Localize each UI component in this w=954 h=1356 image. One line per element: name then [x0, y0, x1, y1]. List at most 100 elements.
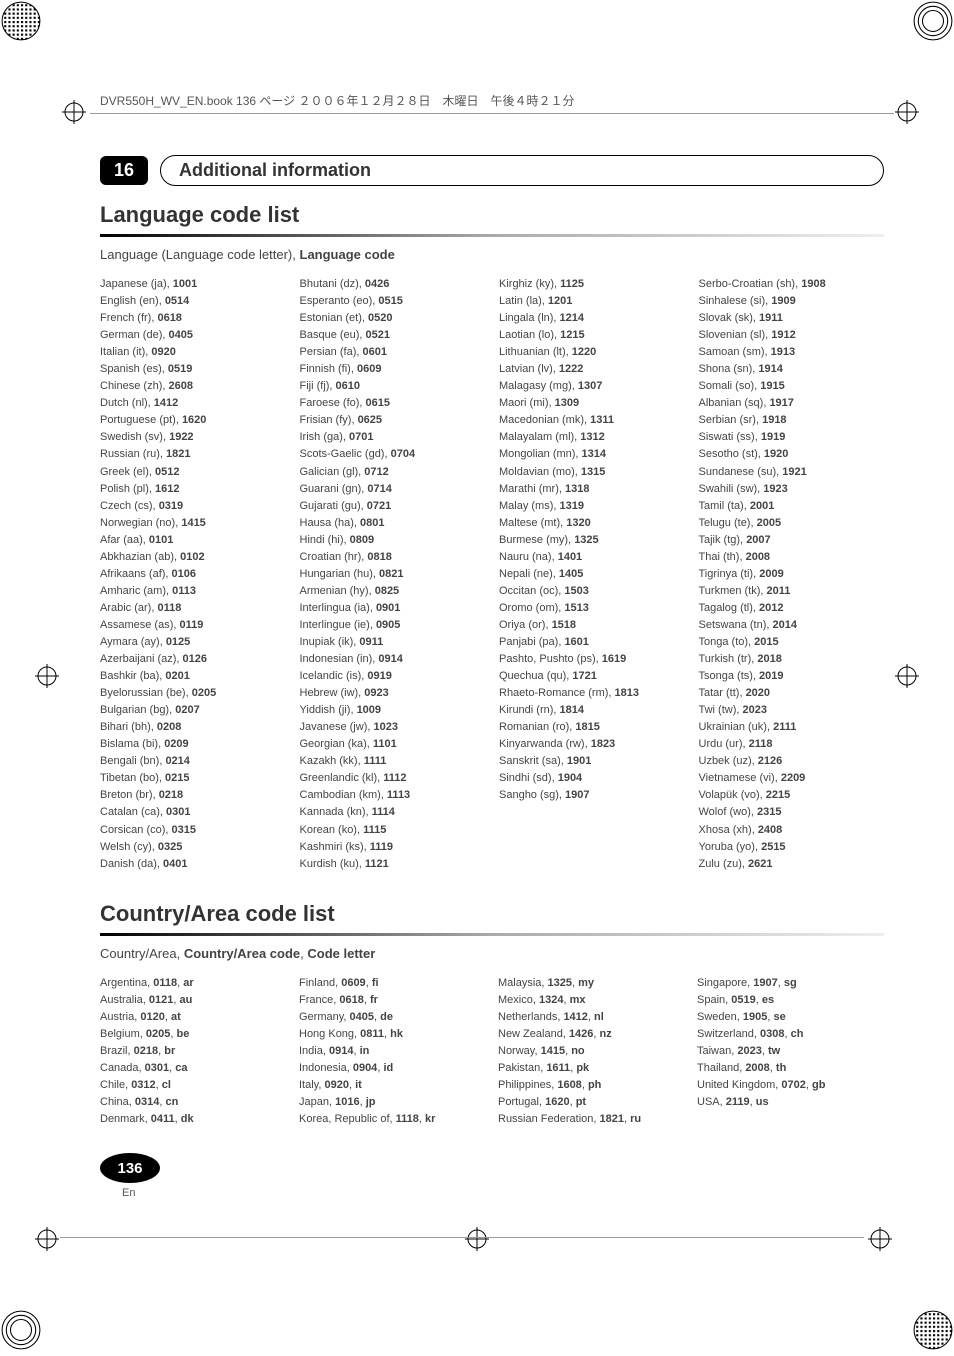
country-columns: Argentina, 0118, arAustralia, 0121, auAu…	[100, 975, 884, 1128]
country-item: Brazil, 0218, br	[100, 1043, 287, 1060]
country-item: Switzerland, 0308, ch	[697, 1026, 884, 1043]
language-item: Kinyarwanda (rw), 1823	[499, 736, 685, 753]
language-item: Tigrinya (ti), 2009	[699, 566, 885, 583]
language-item: Zulu (zu), 2621	[699, 856, 885, 873]
language-item: Irish (ga), 0701	[300, 429, 486, 446]
country-item: Netherlands, 1412, nl	[498, 1009, 685, 1026]
language-item: Xhosa (xh), 2408	[699, 822, 885, 839]
language-item: Oriya (or), 1518	[499, 617, 685, 634]
country-item: Argentina, 0118, ar	[100, 975, 287, 992]
language-item: Romanian (ro), 1815	[499, 719, 685, 736]
country-column: Argentina, 0118, arAustralia, 0121, auAu…	[100, 975, 287, 1128]
language-item: Sundanese (su), 1921	[699, 464, 885, 481]
language-item: Esperanto (eo), 0515	[300, 293, 486, 310]
country-item: Pakistan, 1611, pk	[498, 1060, 685, 1077]
register-mark-icon	[62, 100, 86, 124]
language-item: Estonian (et), 0520	[300, 310, 486, 327]
country-item: Indonesia, 0904, id	[299, 1060, 486, 1077]
language-item: Wolof (wo), 2315	[699, 804, 885, 821]
language-item: Tajik (tg), 2007	[699, 532, 885, 549]
language-item: Serbian (sr), 1918	[699, 412, 885, 429]
country-item: Hong Kong, 0811, hk	[299, 1026, 486, 1043]
language-item: Aymara (ay), 0125	[100, 634, 286, 651]
language-item: Vietnamese (vi), 2209	[699, 770, 885, 787]
language-item: Maltese (mt), 1320	[499, 515, 685, 532]
language-item: Tatar (tt), 2020	[699, 685, 885, 702]
language-item: Hindi (hi), 0809	[300, 532, 486, 549]
country-item: Chile, 0312, cl	[100, 1077, 287, 1094]
language-item: Twi (tw), 2023	[699, 702, 885, 719]
country-item: Malaysia, 1325, my	[498, 975, 685, 992]
language-item: Faroese (fo), 0615	[300, 395, 486, 412]
language-item: Assamese (as), 0119	[100, 617, 286, 634]
chapter-header: 16 Additional information	[100, 155, 884, 186]
language-item: Maori (mi), 1309	[499, 395, 685, 412]
language-item: Greenlandic (kl), 1112	[300, 770, 486, 787]
language-item: Malay (ms), 1319	[499, 498, 685, 515]
language-item: Shona (sn), 1914	[699, 361, 885, 378]
language-item: Tonga (to), 2015	[699, 634, 885, 651]
language-item: Welsh (cy), 0325	[100, 839, 286, 856]
print-header: DVR550H_WV_EN.book 136 ページ ２００６年１２月２８日 木…	[100, 92, 575, 109]
language-item: Kashmiri (ks), 1119	[300, 839, 486, 856]
language-item: Amharic (am), 0113	[100, 583, 286, 600]
language-item: Arabic (ar), 0118	[100, 600, 286, 617]
language-item: Abkhazian (ab), 0102	[100, 549, 286, 566]
crop-fan-icon	[0, 1309, 42, 1351]
language-item: Lingala (ln), 1214	[499, 310, 685, 327]
language-item: Catalan (ca), 0301	[100, 804, 286, 821]
language-item: Slovenian (sl), 1912	[699, 327, 885, 344]
register-mark-icon	[895, 100, 919, 124]
language-item: Pashto, Pushto (ps), 1619	[499, 651, 685, 668]
language-item: Occitan (oc), 1503	[499, 583, 685, 600]
language-item: Latvian (lv), 1222	[499, 361, 685, 378]
language-item: Laotian (lo), 1215	[499, 327, 685, 344]
language-item: Nepali (ne), 1405	[499, 566, 685, 583]
language-item: Sinhalese (si), 1909	[699, 293, 885, 310]
language-item: Danish (da), 0401	[100, 856, 286, 873]
language-column: Kirghiz (ky), 1125Latin (la), 1201Lingal…	[499, 276, 685, 873]
language-column: Japanese (ja), 1001English (en), 0514Fre…	[100, 276, 286, 873]
language-item: Frisian (fy), 0625	[300, 412, 486, 429]
language-item: Breton (br), 0218	[100, 787, 286, 804]
language-item: Spanish (es), 0519	[100, 361, 286, 378]
language-item: Yoruba (yo), 2515	[699, 839, 885, 856]
language-item: English (en), 0514	[100, 293, 286, 310]
language-item: Telugu (te), 2005	[699, 515, 885, 532]
section-subhead: Language (Language code letter), Languag…	[100, 247, 884, 262]
language-item: Urdu (ur), 2118	[699, 736, 885, 753]
country-column: Singapore, 1907, sgSpain, 0519, esSweden…	[697, 975, 884, 1128]
register-mark-icon	[868, 1227, 892, 1251]
language-item: Panjabi (pa), 1601	[499, 634, 685, 651]
language-item: Bengali (bn), 0214	[100, 753, 286, 770]
page-lang: En	[122, 1187, 160, 1199]
language-item: Nauru (na), 1401	[499, 549, 685, 566]
country-item: United Kingdom, 0702, gb	[697, 1077, 884, 1094]
language-item: Bulgarian (bg), 0207	[100, 702, 286, 719]
language-item: Cambodian (km), 1113	[300, 787, 486, 804]
language-item: Malagasy (mg), 1307	[499, 378, 685, 395]
language-item: Serbo-Croatian (sh), 1908	[699, 276, 885, 293]
language-item: Latin (la), 1201	[499, 293, 685, 310]
language-item: Sesotho (st), 1920	[699, 446, 885, 463]
language-item: Somali (so), 1915	[699, 378, 885, 395]
language-item: Interlingue (ie), 0905	[300, 617, 486, 634]
language-item: Finnish (fi), 0609	[300, 361, 486, 378]
language-column: Serbo-Croatian (sh), 1908Sinhalese (si),…	[699, 276, 885, 873]
language-item: Lithuanian (lt), 1220	[499, 344, 685, 361]
language-item: Italian (it), 0920	[100, 344, 286, 361]
language-item: Polish (pl), 1612	[100, 481, 286, 498]
language-item: Georgian (ka), 1101	[300, 736, 486, 753]
language-item: German (de), 0405	[100, 327, 286, 344]
register-mark-icon	[895, 664, 919, 688]
section-rule	[100, 234, 884, 237]
register-mark-icon	[465, 1227, 489, 1251]
country-item: Finland, 0609, fi	[299, 975, 486, 992]
language-item: Tibetan (bo), 0215	[100, 770, 286, 787]
language-item: Norwegian (no), 1415	[100, 515, 286, 532]
language-item: Albanian (sq), 1917	[699, 395, 885, 412]
chapter-number: 16	[100, 156, 148, 185]
language-item: Tagalog (tl), 2012	[699, 600, 885, 617]
language-item: Corsican (co), 0315	[100, 822, 286, 839]
country-item: USA, 2119, us	[697, 1094, 884, 1111]
